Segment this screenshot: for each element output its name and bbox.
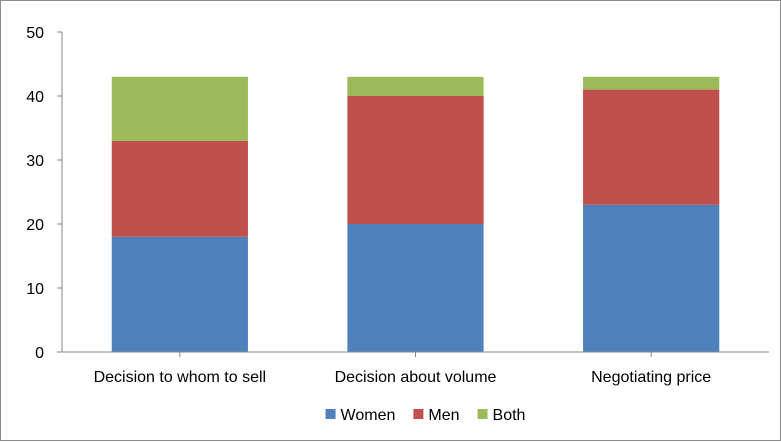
y-tick-label: 20 — [26, 217, 44, 234]
bar-segment-both-1 — [111, 76, 248, 141]
x-category-label: Decision to whom to sell — [94, 369, 267, 386]
legend-label: Men — [428, 407, 459, 424]
y-tick-label: 40 — [26, 89, 44, 106]
y-tick-label: 0 — [35, 345, 44, 362]
legend-swatch-both — [477, 409, 488, 419]
bar-segment-women-3 — [583, 204, 720, 352]
legend-swatch-men — [413, 409, 424, 419]
legend-item-women: Women — [325, 407, 396, 424]
legend-label: Women — [341, 407, 396, 424]
legend-item-both: Both — [477, 407, 526, 424]
bar-segment-women-1 — [111, 236, 248, 352]
x-axis: Decision to whom to sell Decision about v… — [62, 351, 769, 386]
bar-segment-women-2 — [347, 224, 484, 352]
y-tick-label: 30 — [26, 153, 44, 170]
bar-segment-both-3 — [583, 76, 720, 90]
legend: Women Men Both — [325, 407, 526, 424]
y-tick-label: 10 — [26, 281, 44, 298]
y-tick-label: 50 — [26, 25, 44, 42]
x-category-label: Negotiating price — [591, 369, 711, 386]
bar-segment-men-3 — [583, 89, 720, 205]
x-category-label: Decision about volume — [335, 369, 497, 386]
y-axis: 0 10 20 30 40 50 — [26, 25, 63, 362]
bars — [111, 76, 720, 352]
bar-segment-men-1 — [111, 140, 248, 237]
legend-item-men: Men — [413, 407, 460, 424]
legend-swatch-women — [325, 409, 336, 419]
legend-label: Both — [493, 407, 526, 424]
bar-segment-men-2 — [347, 96, 484, 224]
bar-segment-both-2 — [347, 76, 484, 96]
